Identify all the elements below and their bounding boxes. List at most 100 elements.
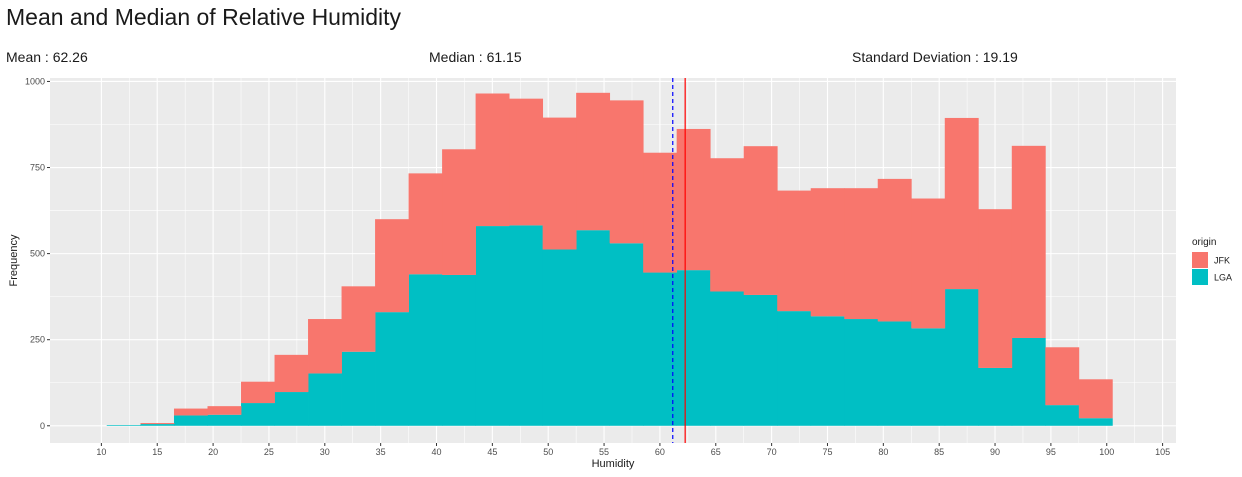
histogram-bar-jfk [442, 149, 477, 275]
x-tick-label: 80 [878, 447, 888, 457]
histogram-bar-lga [1078, 418, 1113, 426]
histogram-bar-lga [308, 373, 342, 426]
histogram-bar-jfk [978, 209, 1013, 368]
axes: 10 15 20 25 30 35 40 45 50 55 60 65 70 75 80 85 90 95 100 1… [25, 76, 1170, 457]
x-tick-label: 20 [208, 447, 218, 457]
histogram-bar-lga [944, 289, 979, 426]
histogram-bar-lga [1011, 337, 1046, 426]
x-tick-label: 105 [1155, 447, 1170, 457]
histogram-bar-jfk [1011, 145, 1046, 338]
x-tick-label: 45 [487, 447, 497, 457]
histogram-bar-lga [274, 392, 309, 426]
histogram-bar-lga [911, 328, 946, 426]
x-tick-label: 85 [934, 447, 944, 457]
histogram-bar-jfk [207, 406, 242, 415]
x-tick-label: 75 [822, 447, 832, 457]
x-tick-label: 30 [320, 447, 330, 457]
histogram-bar-jfk [844, 188, 879, 320]
histogram-bar-jfk [676, 128, 711, 271]
histogram-bar-jfk [911, 198, 946, 329]
x-tick-label: 35 [376, 447, 386, 457]
histogram-bar-lga [844, 319, 879, 426]
legend-label-lga: LGA [1214, 273, 1232, 283]
histogram-bar-jfk [173, 408, 208, 416]
histogram-bar-jfk [375, 219, 409, 313]
legend-key-jfk [1192, 252, 1208, 268]
histogram-bar-jfk [743, 146, 778, 295]
histogram-bar-lga [341, 351, 376, 426]
x-tick-label: 90 [990, 447, 1000, 457]
histogram-bar-jfk [1045, 347, 1080, 406]
histogram-bar-jfk [576, 92, 611, 231]
histogram-bar-jfk [1078, 379, 1113, 419]
x-tick-label: 60 [655, 447, 665, 457]
legend-key-lga [1192, 269, 1208, 285]
histogram-bar-jfk [274, 354, 309, 393]
reference-lines [672, 78, 686, 443]
histogram-bar-jfk [944, 117, 979, 290]
y-tick-label: 0 [40, 421, 45, 431]
x-tick-label: 50 [543, 447, 553, 457]
legend-label-jfk: JFK [1214, 256, 1230, 266]
x-tick-label: 55 [599, 447, 609, 457]
x-tick-label: 100 [1099, 447, 1114, 457]
histogram-bar-jfk [777, 190, 812, 312]
x-tick-label: 25 [264, 447, 274, 457]
histogram-bar-lga [375, 312, 409, 426]
histogram-bar-jfk [509, 98, 544, 226]
histogram-bar-lga [173, 415, 208, 426]
x-tick-label: 65 [711, 447, 721, 457]
chart-title: Mean and Median of Relative Humidity [6, 4, 402, 30]
histogram-bar-jfk [241, 381, 275, 404]
histogram-bar-lga [609, 243, 644, 426]
histogram-bar-lga [710, 291, 745, 426]
histogram-bar-lga [475, 226, 510, 426]
histogram-bar-jfk [140, 423, 175, 425]
histogram-bar-lga [1045, 405, 1080, 426]
histogram-bar-lga [777, 311, 812, 426]
histogram-bar-lga [140, 424, 175, 426]
x-tick-label: 95 [1046, 447, 1056, 457]
median-stat-label: Median : 61.15 [429, 49, 522, 65]
x-tick-label: 10 [96, 447, 106, 457]
histogram-bar-jfk [643, 152, 678, 273]
histogram-bar-lga [207, 414, 242, 426]
histogram-bars [106, 92, 1113, 426]
y-tick-label: 250 [30, 335, 45, 345]
histogram-bar-lga [877, 321, 912, 426]
histogram-bar-jfk [609, 100, 644, 244]
histogram-bar-jfk [341, 286, 376, 352]
histogram-bar-lga [106, 425, 141, 426]
histogram-bar-lga [542, 249, 577, 426]
y-tick-label: 500 [30, 249, 45, 259]
histogram-bar-jfk [475, 93, 510, 227]
histogram-bar-lga [643, 272, 678, 426]
y-tick-label: 1000 [25, 76, 45, 86]
histogram-bar-jfk [542, 117, 577, 250]
histogram-bar-lga [509, 225, 544, 426]
histogram-bar-jfk [710, 158, 745, 292]
mean-stat-label: Mean : 62.26 [6, 49, 88, 65]
histogram-bar-lga [978, 367, 1013, 426]
y-axis-title: Frequency [8, 234, 20, 286]
x-tick-label: 40 [431, 447, 441, 457]
histogram-bar-lga [408, 274, 443, 426]
x-tick-label: 15 [152, 447, 162, 457]
histogram-bar-lga [442, 274, 477, 426]
histogram-bar-jfk [408, 173, 443, 275]
histogram-bar-lga [743, 294, 778, 426]
histogram-bar-lga [241, 403, 275, 426]
x-tick-label: 70 [767, 447, 777, 457]
x-axis-title: Humidity [592, 458, 635, 470]
y-tick-label: 750 [30, 163, 45, 173]
legend: origin JFK LGA [1192, 237, 1232, 285]
sd-stat-label: Standard Deviation : 19.19 [852, 49, 1018, 65]
legend-title: origin [1192, 237, 1216, 248]
histogram-bar-lga [576, 230, 611, 426]
histogram-bar-lga [676, 270, 711, 426]
histogram-bar-jfk [308, 319, 342, 374]
histogram-bar-jfk [810, 188, 845, 317]
histogram-bar-jfk [877, 178, 912, 322]
histogram-bar-lga [810, 316, 845, 426]
